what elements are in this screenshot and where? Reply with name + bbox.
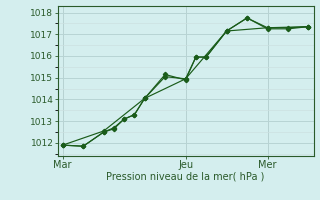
X-axis label: Pression niveau de la mer( hPa ): Pression niveau de la mer( hPa ): [107, 172, 265, 182]
